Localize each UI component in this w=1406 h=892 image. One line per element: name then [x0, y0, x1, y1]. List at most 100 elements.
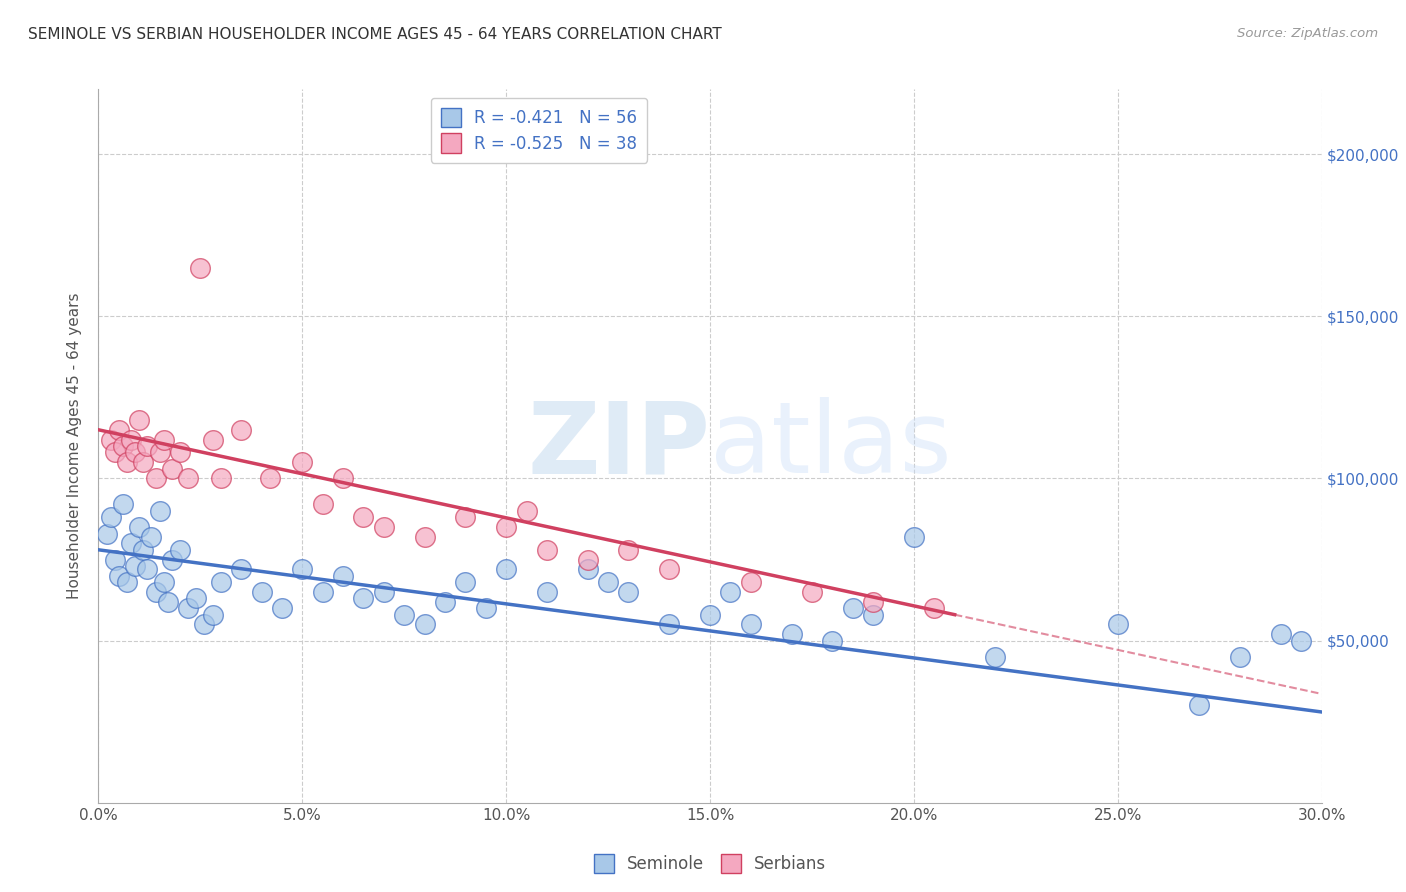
Point — [96, 526, 118, 541]
Point — [352, 591, 374, 606]
Point — [145, 471, 167, 485]
Point — [100, 510, 122, 524]
Point — [1107, 617, 1129, 632]
Point — [617, 585, 640, 599]
Point — [291, 562, 314, 576]
Point — [720, 585, 742, 599]
Point — [120, 433, 142, 447]
Point — [111, 497, 134, 511]
Point — [104, 445, 127, 459]
Point — [108, 423, 131, 437]
Point — [149, 445, 172, 459]
Point — [201, 433, 224, 447]
Point — [821, 633, 844, 648]
Text: Source: ZipAtlas.com: Source: ZipAtlas.com — [1237, 27, 1378, 40]
Point — [332, 568, 354, 582]
Point — [124, 445, 146, 459]
Legend: Seminole, Serbians: Seminole, Serbians — [588, 847, 832, 880]
Point — [312, 497, 335, 511]
Point — [149, 504, 172, 518]
Point — [193, 617, 215, 632]
Point — [862, 607, 884, 622]
Point — [186, 591, 208, 606]
Point — [516, 504, 538, 518]
Point — [413, 617, 436, 632]
Point — [984, 649, 1007, 664]
Point — [152, 575, 174, 590]
Point — [169, 445, 191, 459]
Point — [740, 575, 762, 590]
Point — [132, 542, 155, 557]
Point — [160, 461, 183, 475]
Point — [1291, 633, 1313, 648]
Point — [259, 471, 281, 485]
Point — [177, 471, 200, 485]
Point — [596, 575, 619, 590]
Text: ZIP: ZIP — [527, 398, 710, 494]
Point — [332, 471, 354, 485]
Point — [270, 601, 294, 615]
Point — [177, 601, 200, 615]
Point — [152, 433, 174, 447]
Point — [100, 433, 122, 447]
Point — [1188, 698, 1211, 713]
Point — [136, 439, 159, 453]
Text: atlas: atlas — [710, 398, 952, 494]
Point — [156, 595, 179, 609]
Point — [454, 510, 477, 524]
Point — [169, 542, 191, 557]
Point — [740, 617, 762, 632]
Point — [495, 562, 517, 576]
Point — [495, 520, 517, 534]
Point — [231, 423, 253, 437]
Point — [576, 562, 599, 576]
Point — [780, 627, 803, 641]
Point — [536, 542, 558, 557]
Point — [231, 562, 253, 576]
Point — [922, 601, 945, 615]
Point — [352, 510, 374, 524]
Point — [209, 471, 232, 485]
Y-axis label: Householder Income Ages 45 - 64 years: Householder Income Ages 45 - 64 years — [67, 293, 83, 599]
Text: SEMINOLE VS SERBIAN HOUSEHOLDER INCOME AGES 45 - 64 YEARS CORRELATION CHART: SEMINOLE VS SERBIAN HOUSEHOLDER INCOME A… — [28, 27, 721, 42]
Point — [209, 575, 232, 590]
Point — [132, 455, 155, 469]
Point — [841, 601, 863, 615]
Point — [903, 530, 925, 544]
Point — [1270, 627, 1292, 641]
Point — [291, 455, 314, 469]
Point — [454, 575, 477, 590]
Point — [433, 595, 456, 609]
Point — [862, 595, 884, 609]
Point — [617, 542, 640, 557]
Point — [1229, 649, 1251, 664]
Point — [536, 585, 558, 599]
Point — [392, 607, 416, 622]
Point — [413, 530, 436, 544]
Point — [801, 585, 824, 599]
Point — [658, 562, 681, 576]
Point — [111, 439, 134, 453]
Point — [120, 536, 142, 550]
Point — [115, 455, 138, 469]
Point — [136, 562, 159, 576]
Point — [201, 607, 224, 622]
Point — [128, 520, 150, 534]
Point — [108, 568, 131, 582]
Point — [145, 585, 167, 599]
Point — [141, 530, 163, 544]
Point — [115, 575, 138, 590]
Point — [160, 552, 183, 566]
Point — [474, 601, 498, 615]
Point — [699, 607, 721, 622]
Point — [124, 559, 146, 574]
Point — [312, 585, 335, 599]
Point — [250, 585, 273, 599]
Point — [373, 585, 395, 599]
Point — [373, 520, 395, 534]
Point — [128, 413, 150, 427]
Point — [576, 552, 599, 566]
Point — [188, 260, 212, 275]
Point — [658, 617, 681, 632]
Point — [104, 552, 127, 566]
